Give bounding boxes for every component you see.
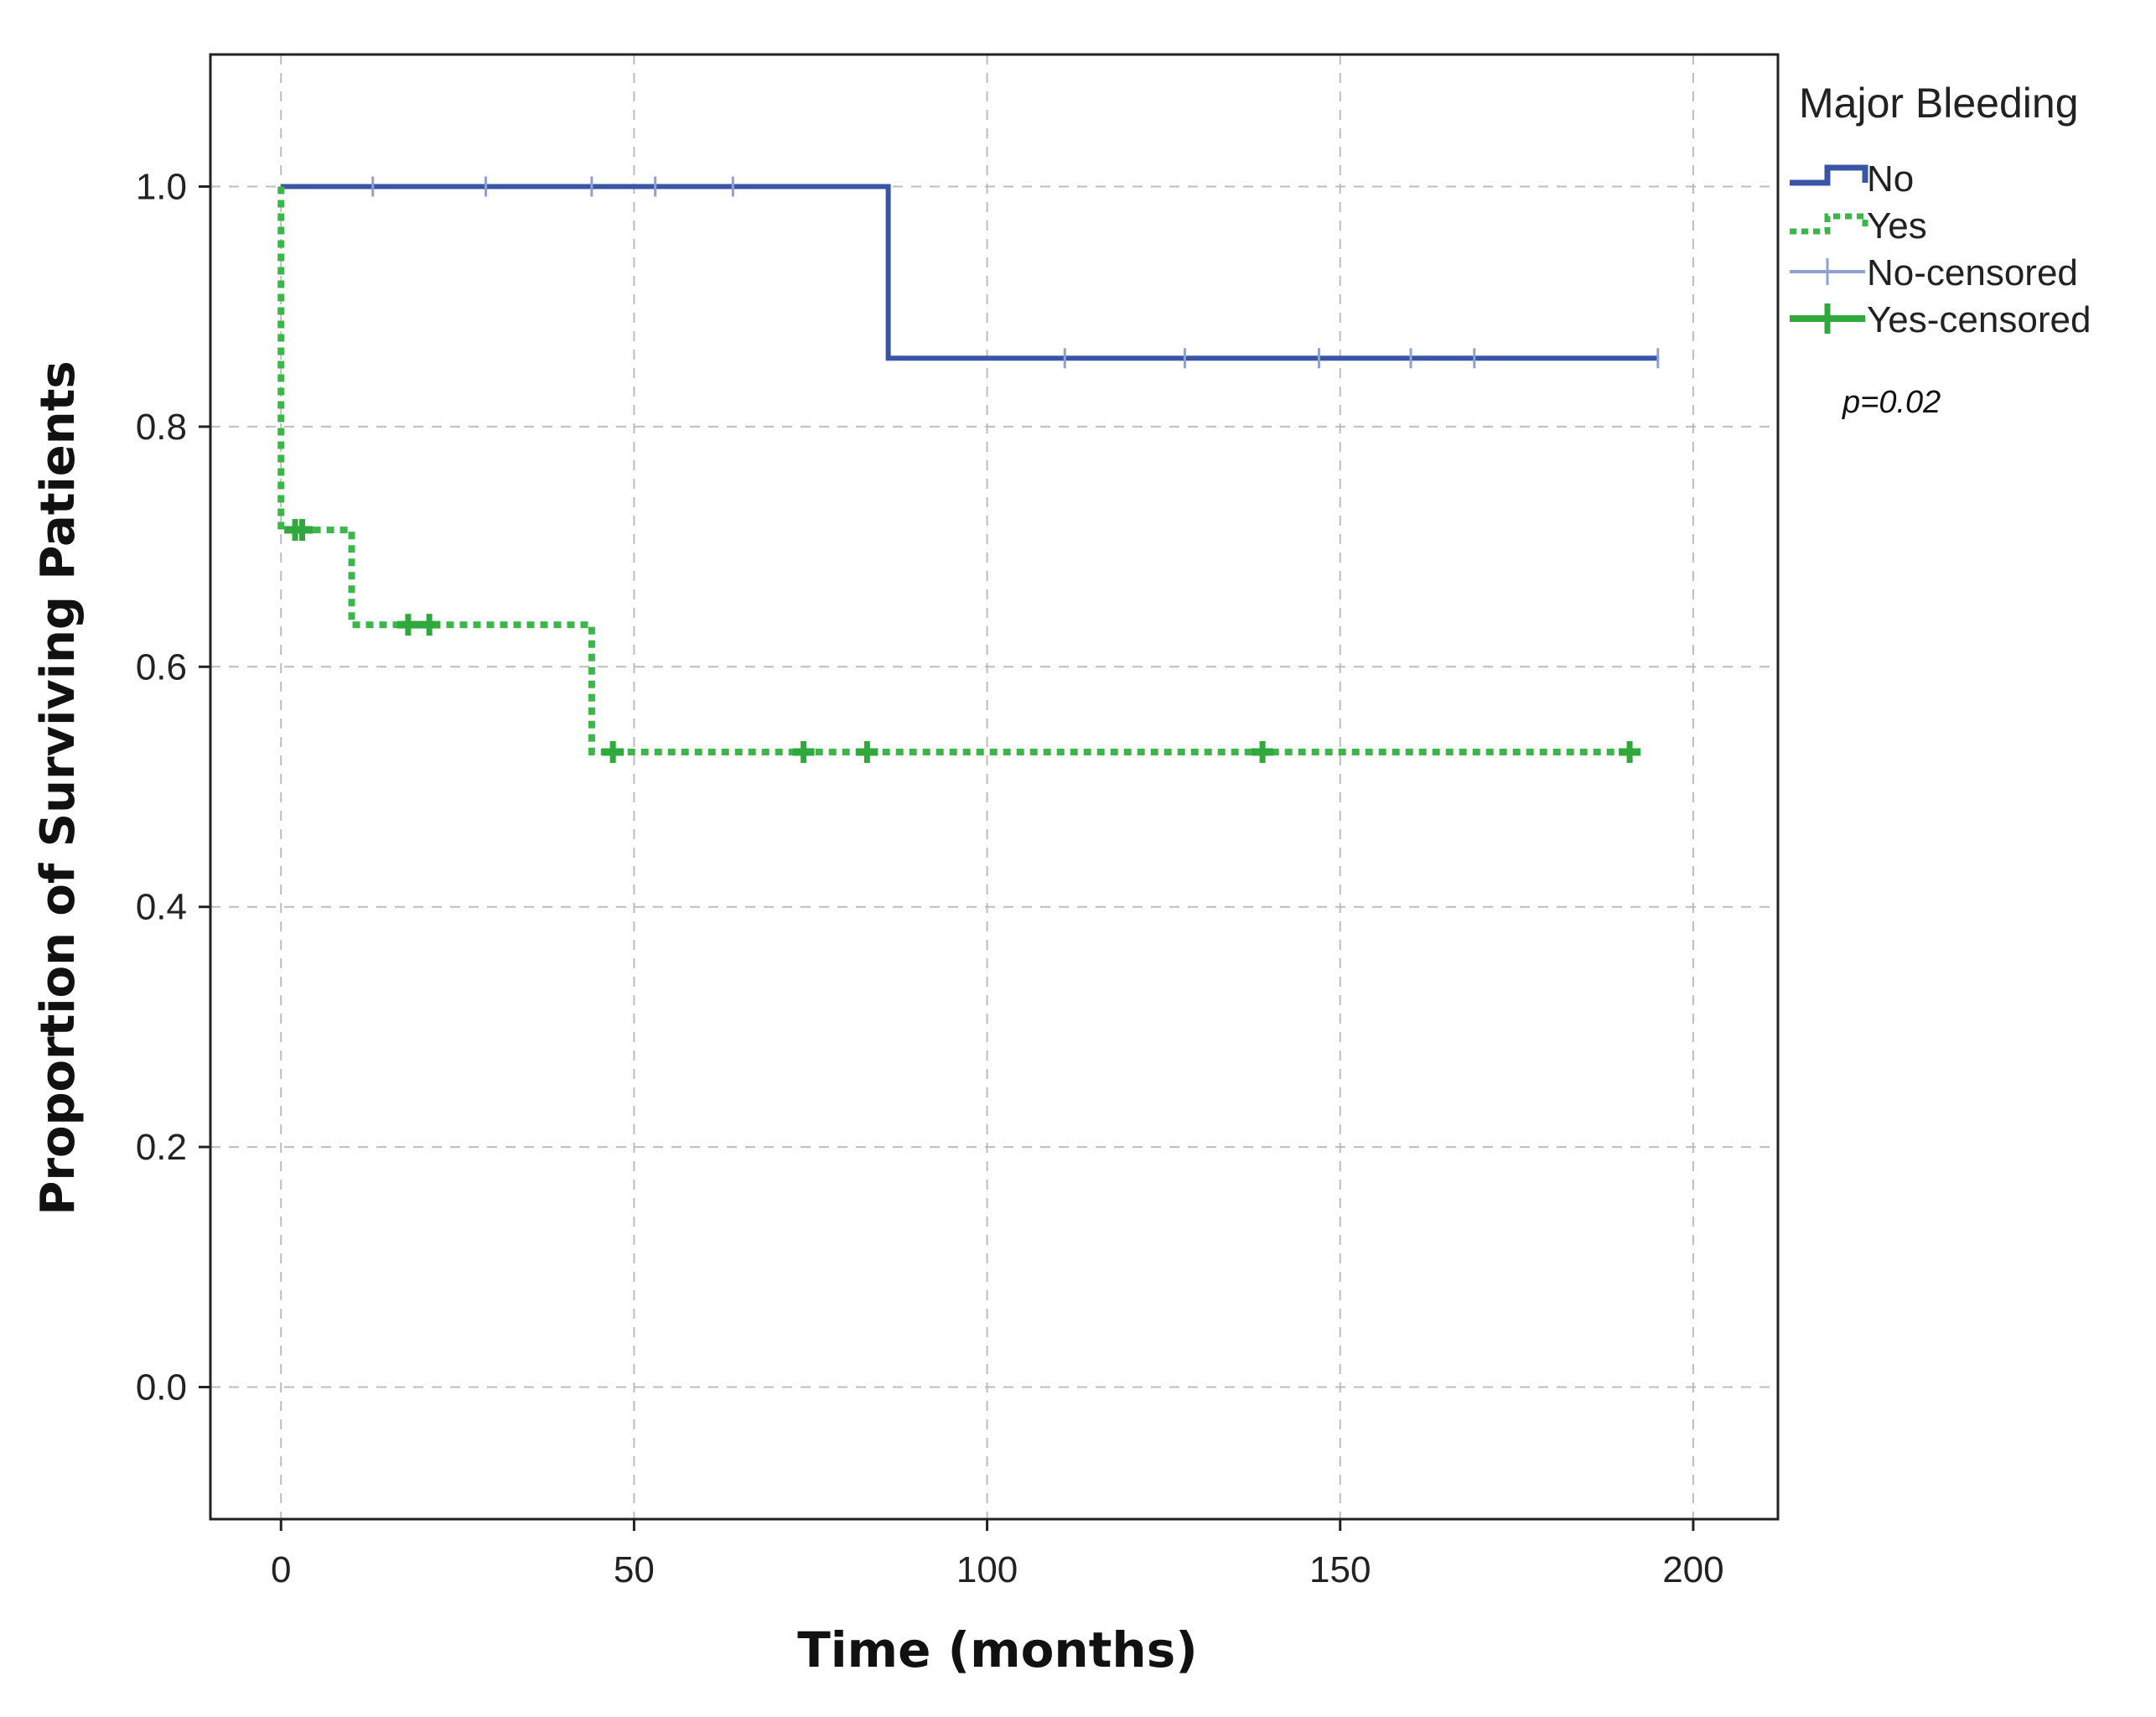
legend-label: No-censored (1867, 252, 2078, 293)
censor-mark-yes (1252, 740, 1274, 763)
legend-title: Major Bleeding (1799, 80, 2079, 127)
x-tick-label: 50 (614, 1549, 655, 1590)
y-axis-title: Proportion of Surviving Patients (31, 361, 86, 1215)
series-line-yes (277, 186, 1637, 755)
legend-label: No (1867, 158, 1914, 200)
y-tick-label: 0.8 (136, 407, 187, 448)
censor-marks (284, 176, 1660, 763)
censor-mark-yes (602, 740, 625, 763)
x-tick-label: 100 (956, 1549, 1018, 1590)
censor-mark-yes (792, 740, 815, 763)
grid-lines (210, 54, 1778, 1519)
y-tick-label: 0.2 (136, 1127, 187, 1168)
x-tick-label: 200 (1662, 1549, 1723, 1590)
legend-entries: No Yes No-censored Yes-censored (1790, 158, 2091, 340)
y-tick-label: 1.0 (136, 167, 187, 208)
y-axis-ticks: 0.0 0.2 0.4 0.6 0.8 1.0 (136, 167, 210, 1408)
series-line-no (281, 184, 1658, 361)
censor-mark-yes (291, 519, 314, 542)
x-axis-title: Time (months) (797, 1621, 1198, 1678)
y-tick-label: 0.4 (136, 887, 187, 928)
x-axis-ticks: 0 50 100 150 200 (271, 1519, 1724, 1590)
plot-frame (209, 53, 1780, 1521)
legend-symbol-yes (1790, 213, 1868, 235)
p-value-annotation: p=0.02 (1842, 385, 1941, 420)
x-tick-label: 150 (1309, 1549, 1371, 1590)
legend: Major Bleeding No Yes No-censored Yes-censo… (1790, 80, 2091, 420)
y-tick-label: 0.6 (136, 646, 187, 687)
x-tick-label: 0 (271, 1549, 291, 1590)
legend-symbol-no (1790, 164, 1868, 186)
y-tick-label: 0.0 (136, 1367, 187, 1408)
censor-mark-yes (396, 614, 419, 636)
censor-mark-yes (418, 614, 441, 636)
censor-mark-yes (1619, 740, 1641, 763)
legend-label: Yes (1867, 205, 1927, 246)
censor-mark-yes (856, 740, 878, 763)
legend-label: Yes-censored (1867, 299, 2091, 340)
series-lines (277, 184, 1658, 755)
